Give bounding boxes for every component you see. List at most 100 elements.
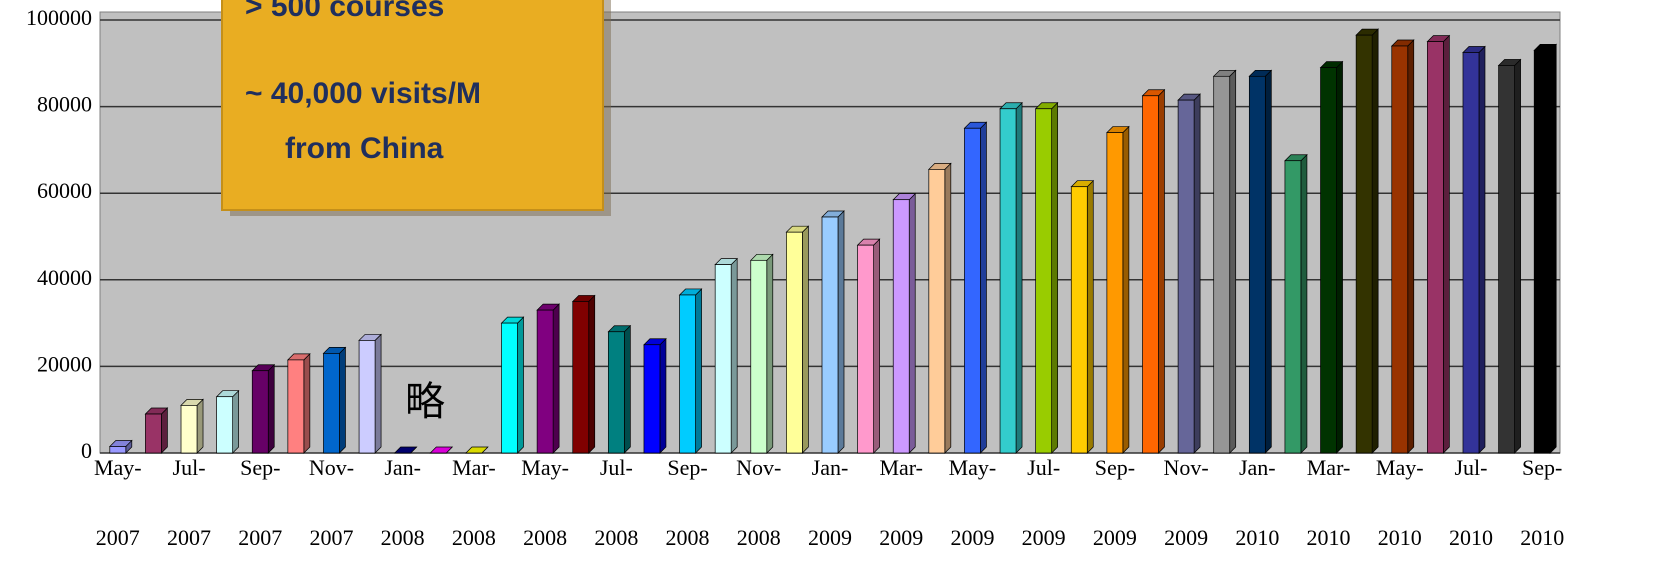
bar — [928, 169, 946, 454]
bar-side — [1051, 101, 1059, 454]
bar-side — [267, 363, 275, 454]
bar — [145, 413, 162, 454]
bar — [1462, 52, 1480, 454]
x-tick-label: Jul-2007 — [167, 455, 211, 550]
bar-side — [161, 407, 168, 454]
x-tick-label: Sep-2010 — [1520, 455, 1564, 550]
bar — [1213, 75, 1231, 454]
bar — [607, 331, 625, 454]
bar-side — [1158, 88, 1165, 454]
bar — [1177, 99, 1195, 454]
bar-side — [1229, 69, 1237, 454]
y-tick-label: 60000 — [37, 178, 92, 203]
x-tick-label: Jan-2009 — [808, 455, 852, 550]
bar-side — [659, 337, 667, 454]
bar-side — [1549, 43, 1557, 454]
bar — [501, 322, 518, 454]
y-tick-label: 100000 — [26, 5, 92, 30]
bar — [251, 370, 269, 454]
callout-text: ~ 40,000 visits/M — [245, 77, 481, 110]
bar-side — [374, 333, 382, 454]
x-tick-label: Mar-2010 — [1307, 455, 1351, 550]
bar — [1355, 34, 1373, 454]
x-tick-label: May-2010 — [1376, 455, 1424, 550]
bar — [1035, 108, 1053, 454]
x-tick-label: Jan-2010 — [1235, 455, 1279, 550]
bar-side — [1086, 179, 1094, 454]
bar-side — [1514, 58, 1521, 454]
y-tick-label: 80000 — [37, 92, 92, 117]
bar-side — [196, 398, 204, 454]
callout-text: > 500 courses — [245, 0, 444, 23]
annotation: 略 — [405, 379, 445, 425]
x-tick-label: Nov-2008 — [736, 455, 781, 550]
bar-side — [517, 316, 524, 454]
plot: 0 20000 40000 60000 80000 100000 May-2007 Jul-2… — [26, 5, 1564, 550]
bar — [1427, 41, 1444, 454]
bar-top — [465, 446, 489, 454]
bar-side — [1015, 101, 1023, 454]
bar — [1391, 45, 1409, 454]
bar-side — [802, 225, 809, 454]
bar — [109, 446, 127, 454]
y-tick-label: 20000 — [37, 351, 92, 376]
bar — [1070, 186, 1088, 454]
bar-side — [1443, 34, 1450, 454]
bar-side — [695, 288, 702, 454]
bar — [892, 199, 910, 454]
bar-side — [1264, 69, 1272, 454]
bar — [180, 405, 198, 454]
bar — [287, 359, 305, 454]
x-tick-label: Jan-2008 — [381, 455, 425, 550]
bar — [1533, 49, 1551, 454]
bar-side — [1336, 60, 1343, 454]
bar-side — [730, 257, 738, 454]
bar — [572, 301, 590, 454]
bar — [358, 340, 376, 454]
bar — [714, 264, 732, 454]
x-tick-label: May-2009 — [949, 455, 997, 550]
bar — [1142, 95, 1159, 454]
bar — [1498, 65, 1515, 454]
x-tick-label: May-2007 — [94, 455, 142, 550]
x-tick-label: Sep-2008 — [666, 455, 710, 550]
y-tick-label: 0 — [81, 438, 92, 463]
x-tick-label: Nov-2009 — [1163, 455, 1208, 550]
bar-side — [232, 389, 239, 454]
bar-side — [1478, 45, 1486, 454]
bar — [679, 294, 696, 454]
bar — [964, 127, 981, 454]
x-tick-label: Mar-2009 — [879, 455, 923, 550]
bar-side — [873, 238, 880, 454]
bar — [536, 309, 554, 454]
bar — [821, 216, 839, 454]
bar — [750, 259, 768, 454]
callout-box — [221, 0, 604, 211]
bar-side — [837, 210, 845, 454]
x-tick-label: Jul-2010 — [1449, 455, 1493, 550]
bar-side — [588, 294, 596, 454]
y-tick-label: 40000 — [37, 265, 92, 290]
x-tick-label: Sep-2009 — [1093, 455, 1137, 550]
x-tick-label: Nov-2007 — [309, 455, 354, 550]
bar-top — [429, 446, 454, 454]
bar-side — [766, 253, 774, 454]
bar-side — [944, 162, 952, 454]
bar-side — [339, 346, 346, 454]
x-tick-label: Mar-2008 — [452, 455, 496, 550]
bar-side — [552, 303, 560, 454]
bar-side — [1371, 28, 1379, 454]
bar — [786, 231, 803, 454]
bar-side — [1122, 125, 1130, 454]
bar-side — [980, 121, 987, 454]
x-tick-label: Jul-2008 — [594, 455, 638, 550]
bar — [1248, 75, 1266, 454]
x-tick-label: Jul-2009 — [1022, 455, 1066, 550]
bar-side — [623, 324, 631, 454]
bar-side — [1193, 93, 1201, 454]
bar-side — [1300, 153, 1308, 454]
bar — [999, 108, 1017, 454]
x-tick-label: May-2008 — [521, 455, 569, 550]
bar-side — [1407, 39, 1415, 454]
